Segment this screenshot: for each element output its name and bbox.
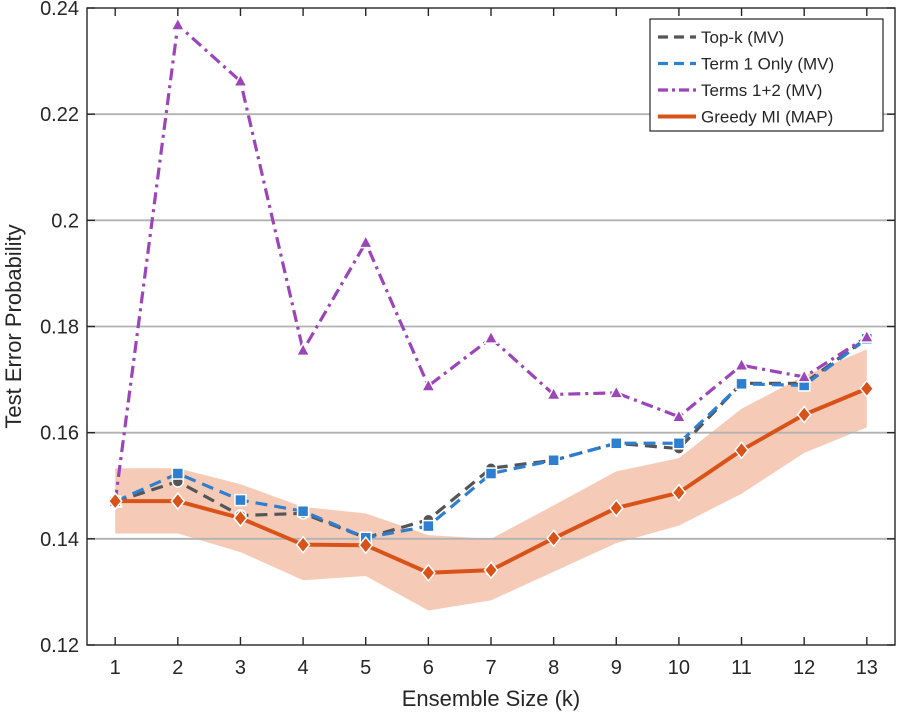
legend-label: Greedy MI (MAP) <box>701 108 833 127</box>
series-4-point <box>671 483 687 502</box>
x-tick-label: 1 <box>110 657 121 679</box>
legend-box <box>649 18 884 132</box>
series-4-point <box>859 379 875 398</box>
x-tick-label: 7 <box>485 657 496 679</box>
series-3-point <box>608 384 625 399</box>
legend: Top-k (MV) Term 1 Only (MV) Terms 1+2 (MV)… <box>649 18 884 132</box>
series-3-point <box>170 16 186 31</box>
series-3-point <box>357 234 374 249</box>
x-tick-label: 12 <box>793 657 815 679</box>
x-tick-label: 11 <box>731 657 752 679</box>
series-markers <box>107 16 875 582</box>
legend-label: Terms 1+2 (MV) <box>701 81 822 100</box>
series-2-point <box>484 467 498 480</box>
x-tick-label: 9 <box>611 657 622 679</box>
series-3-point <box>232 72 249 88</box>
legend-label: Top-k (MV) <box>701 28 784 47</box>
series-2-point <box>422 519 435 533</box>
x-tick-labels: 1 2 3 4 5 6 7 8 9 10 11 12 13 <box>110 657 878 679</box>
series-2-point <box>234 493 247 507</box>
series-3-point <box>733 356 750 372</box>
y-tick-label: 0.16 <box>40 423 79 445</box>
series-4-point <box>546 529 562 548</box>
y-tick-label: 0.24 <box>40 0 79 20</box>
y-tick-labels: 0.12 0.14 0.16 0.18 0.2 0.22 0.24 <box>40 0 79 657</box>
series-3-point <box>545 385 562 401</box>
x-tick-label: 8 <box>548 657 559 679</box>
series-4-point <box>170 491 186 511</box>
series-2-point <box>672 437 686 450</box>
x-tick-label: 5 <box>360 657 371 679</box>
x-tick-label: 4 <box>298 657 309 679</box>
x-tick-label: 2 <box>172 657 183 679</box>
series-4-point <box>232 508 248 528</box>
series-4-point <box>107 491 123 511</box>
legend-label: Term 1 Only (MV) <box>701 55 834 74</box>
series-3-point <box>295 341 311 357</box>
series-2-point <box>735 377 748 391</box>
x-tick-label: 6 <box>423 657 434 679</box>
series-4-point <box>295 535 311 554</box>
y-tick-label: 0.18 <box>40 317 79 339</box>
series-3-point <box>420 377 437 392</box>
series-3-point <box>859 328 875 343</box>
series-4-point <box>420 563 436 582</box>
y-axis-label: Test Error Probability <box>1 224 26 428</box>
series-3-point <box>671 408 687 423</box>
series-2-point <box>547 454 560 467</box>
series-3-point <box>796 368 812 383</box>
y-tick-label: 0.22 <box>40 104 79 126</box>
x-axis-label: Ensemble Size (k) <box>402 686 581 711</box>
y-tick-label: 0.2 <box>51 210 79 232</box>
y-tick-label: 0.14 <box>40 529 79 551</box>
series-2-point <box>171 467 185 480</box>
series-2-point <box>296 504 310 518</box>
series-4-point <box>734 440 750 460</box>
x-tick-label: 10 <box>668 657 690 679</box>
x-tick-label: 3 <box>235 657 246 679</box>
x-tick-label: 13 <box>856 657 878 679</box>
series-4-point <box>796 405 812 424</box>
series-2-point <box>610 437 623 450</box>
series-4-point <box>608 498 624 518</box>
y-tick-label: 0.12 <box>40 635 79 657</box>
axis-ticks <box>87 7 895 646</box>
series-4-point <box>358 536 374 555</box>
series-4-point <box>483 560 499 580</box>
series-3-point <box>483 329 499 344</box>
